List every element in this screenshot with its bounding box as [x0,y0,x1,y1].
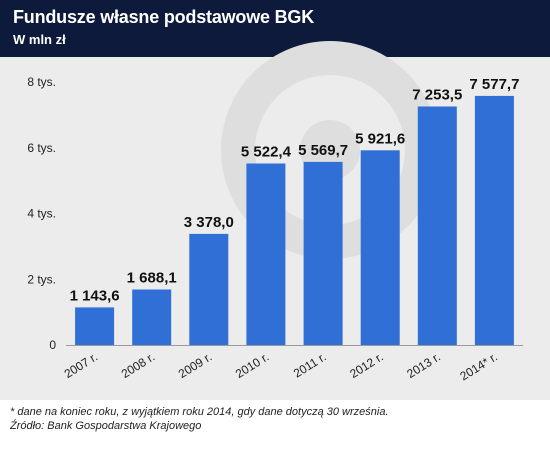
bar [75,307,115,345]
data-label: 7 577,7 [469,76,519,93]
chart-title: Fundusze własne podstawowe BGK [13,7,315,27]
source-note: Źródło: Bank Gospodarstwa Krajowego [10,420,202,432]
x-tick-label: 2012 r. [347,350,386,381]
bar [132,289,172,345]
bar [303,161,343,345]
data-label: 5 522,4 [241,144,292,161]
x-tick-label: 2011 r. [291,350,329,381]
data-label: 5 569,7 [298,142,348,159]
y-tick-label: 0 [49,338,56,352]
bar [360,150,400,345]
x-tick-label: 2009 r. [176,350,215,381]
data-label: 7 253,5 [412,87,462,104]
x-tick-label: 2007 r. [62,350,101,381]
chart-footer: * dane na koniec roku, z wyjątkiem roku … [10,405,389,433]
bar [417,106,457,345]
data-label: 1 143,6 [70,287,120,304]
bar [474,95,514,346]
bar [189,233,229,345]
chart-subtitle: W mln zł [13,32,66,47]
chart-header: Fundusze własne podstawowe BGK W mln zł [0,0,550,57]
bar [246,163,286,345]
x-tick-label: 2008 r. [119,350,158,381]
y-tick-label: 4 tys. [27,207,56,221]
data-label: 3 378,0 [184,214,234,231]
footnote: * dane na koniec roku, z wyjątkiem roku … [10,406,389,418]
x-tick-label: 2013 r. [404,350,443,381]
y-tick-label: 8 tys. [27,75,56,89]
data-label: 5 921,6 [355,130,405,147]
y-tick-label: 2 tys. [27,272,56,286]
data-label: 1 688,1 [127,270,177,287]
y-tick-label: 6 tys. [27,141,56,155]
x-tick-label: 2010 r. [233,350,272,381]
x-tick-label: 2014* r. [457,350,500,384]
